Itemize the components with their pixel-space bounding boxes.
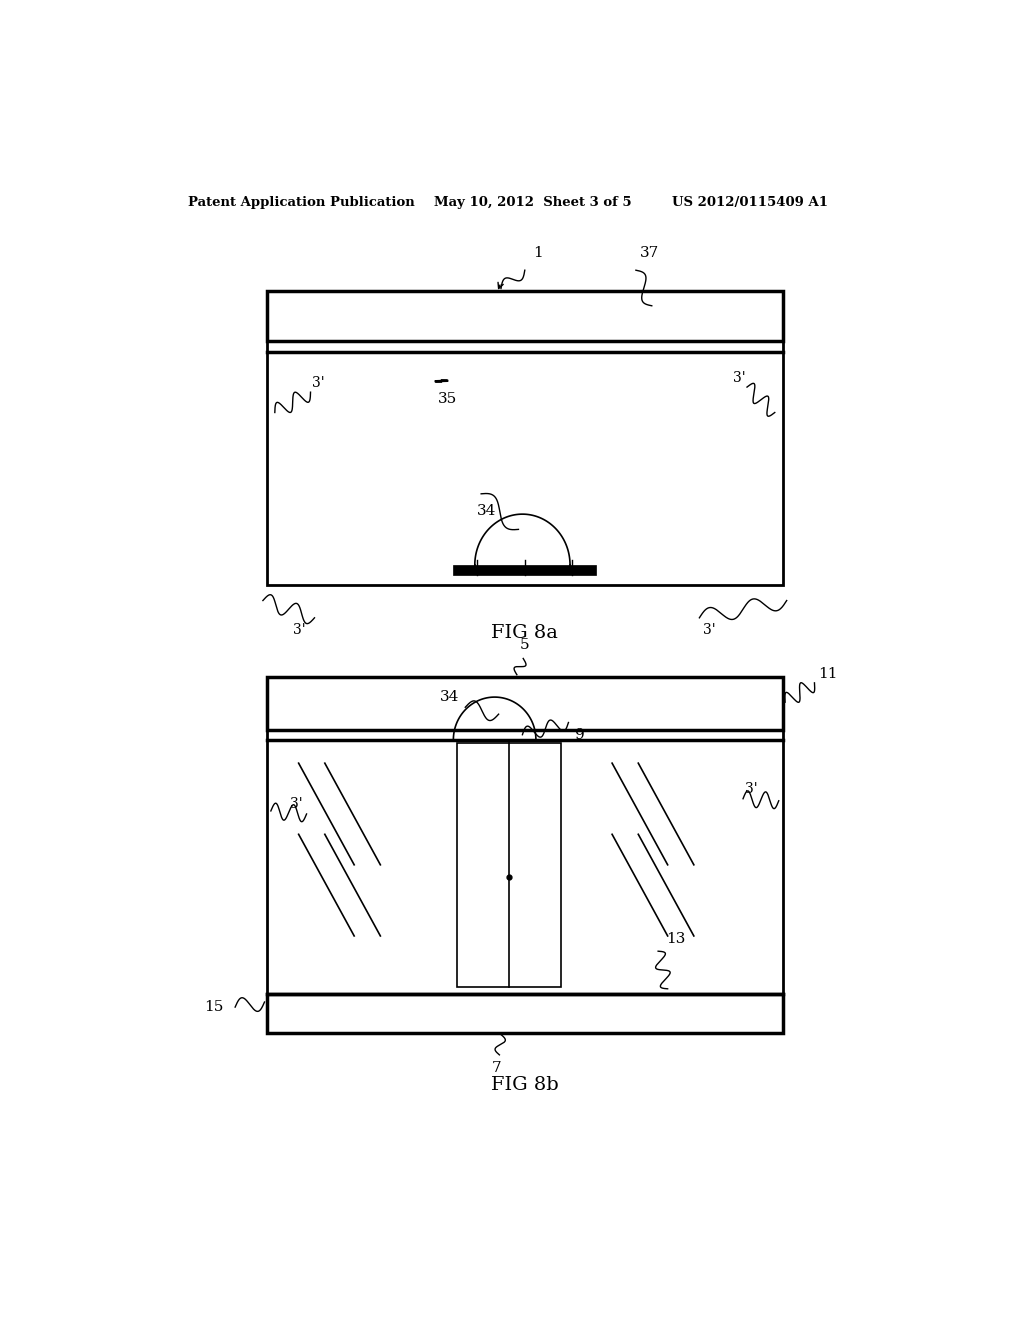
- Text: 3': 3': [293, 623, 306, 636]
- Text: 3': 3': [745, 781, 758, 796]
- Text: 13: 13: [666, 932, 685, 946]
- Bar: [458, 743, 560, 987]
- Text: FIG 8b: FIG 8b: [490, 1076, 559, 1094]
- Text: 11: 11: [818, 667, 838, 681]
- Text: 3': 3': [312, 376, 325, 391]
- Text: Patent Application Publication: Patent Application Publication: [187, 195, 415, 209]
- Text: May 10, 2012  Sheet 3 of 5: May 10, 2012 Sheet 3 of 5: [433, 195, 631, 209]
- Text: 5: 5: [520, 639, 529, 652]
- Text: 3': 3': [733, 371, 745, 385]
- Text: 3': 3': [290, 797, 303, 810]
- Text: 1: 1: [532, 246, 543, 260]
- Bar: [267, 290, 782, 342]
- Text: 34: 34: [477, 504, 497, 517]
- Text: US 2012/0115409 A1: US 2012/0115409 A1: [672, 195, 827, 209]
- Text: 35: 35: [437, 392, 457, 407]
- Text: 34: 34: [440, 690, 460, 704]
- Text: FIG 8a: FIG 8a: [492, 624, 558, 642]
- Bar: [454, 565, 596, 576]
- Text: 3': 3': [702, 623, 715, 636]
- Text: 9: 9: [574, 727, 585, 742]
- Bar: [267, 290, 782, 585]
- Bar: [267, 994, 782, 1032]
- Bar: [267, 677, 782, 1032]
- Bar: [267, 677, 782, 730]
- Text: 7: 7: [493, 1061, 502, 1074]
- Text: 15: 15: [204, 1001, 223, 1014]
- Text: 37: 37: [640, 246, 659, 260]
